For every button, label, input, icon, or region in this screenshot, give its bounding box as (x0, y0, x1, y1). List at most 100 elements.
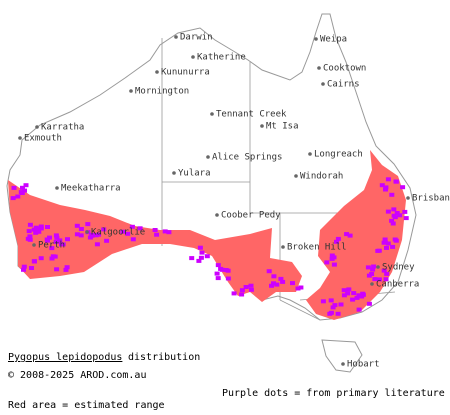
dots-layer (10, 177, 409, 316)
record-dot (391, 207, 397, 212)
record-dot (376, 248, 382, 253)
place-label: Kununurra (161, 68, 210, 78)
place-label: Weipa (320, 35, 347, 45)
record-dot (38, 256, 44, 261)
place-label: Tennant Creek (216, 110, 287, 120)
record-dot (345, 291, 351, 296)
record-dot (18, 190, 24, 195)
record-dot (371, 264, 377, 269)
record-dot (53, 239, 59, 244)
record-dot (274, 282, 280, 287)
record-dot (54, 267, 60, 272)
place-label: Yulara (178, 169, 211, 179)
record-dot (350, 297, 356, 302)
record-dot (366, 273, 372, 278)
record-dot (379, 183, 385, 188)
record-dot (383, 187, 388, 192)
record-dot (104, 238, 110, 243)
legend-dots: Purple dots = from primary literature (222, 388, 445, 399)
record-dot (36, 227, 41, 232)
record-dot (266, 269, 272, 274)
record-dot (130, 237, 136, 242)
record-dot (21, 267, 26, 272)
record-dot (31, 227, 37, 232)
record-dot (53, 233, 59, 238)
place-label: Perth (38, 241, 65, 251)
place-dot (85, 230, 89, 234)
record-dot (152, 228, 158, 232)
record-dot (218, 266, 224, 271)
record-dot (392, 215, 398, 220)
record-dot (20, 185, 25, 190)
species-name: Pygopus lepidopodus (8, 352, 122, 363)
record-dot (10, 196, 16, 201)
record-dot (49, 256, 55, 261)
record-dot (204, 254, 210, 259)
place-label: Exmouth (24, 134, 62, 144)
record-dot (329, 253, 335, 258)
record-dot (54, 235, 60, 240)
place-label: Coober Pedy (221, 211, 281, 221)
record-dot (271, 274, 277, 279)
record-dot (338, 302, 344, 307)
record-dot (376, 277, 382, 282)
record-dot (381, 268, 387, 273)
record-dot (231, 291, 237, 296)
record-dot (370, 267, 376, 272)
record-dot (365, 265, 371, 270)
place-dot (55, 186, 59, 190)
record-dot (341, 293, 347, 298)
legend-area: Red area = estimated range (8, 400, 165, 411)
record-dot (137, 226, 143, 231)
record-dot (239, 292, 245, 297)
record-dot (271, 281, 276, 286)
record-dot (389, 218, 395, 223)
record-dot (278, 276, 284, 281)
place-label: Mt Isa (266, 122, 299, 132)
place-dot (172, 171, 176, 175)
record-dot (390, 244, 396, 249)
record-dot (332, 303, 338, 308)
record-dot (334, 239, 339, 244)
caption-suffix: distribution (128, 352, 200, 363)
record-dot (45, 225, 50, 229)
record-dot (162, 229, 168, 234)
place-label: Katherine (197, 53, 246, 63)
record-dot (331, 262, 337, 267)
record-dot (215, 276, 221, 281)
place-dot (281, 245, 285, 249)
record-dot (397, 213, 403, 218)
record-dot (239, 288, 245, 293)
record-dot (101, 227, 107, 232)
record-dot (347, 233, 353, 238)
record-dot (324, 260, 330, 265)
record-dot (248, 287, 254, 292)
record-dot (93, 233, 99, 238)
record-dot (21, 264, 27, 269)
record-dot (214, 271, 220, 276)
record-dot (199, 250, 205, 255)
places-layer: Darwin Weipa Katherine Kununurra Cooktown Cai… (18, 33, 450, 370)
place-dot (206, 155, 210, 159)
record-dot (298, 285, 304, 290)
record-dot (94, 242, 100, 247)
place-dot (18, 136, 22, 140)
record-dot (57, 238, 63, 243)
record-dot (27, 222, 33, 227)
place-label: Meekatharra (61, 184, 121, 194)
record-dot (385, 209, 391, 214)
record-dot (385, 177, 391, 182)
place-label: Canberra (376, 280, 419, 290)
place-dot (321, 82, 325, 86)
record-dot (29, 266, 34, 270)
place-dot (32, 243, 36, 247)
record-dot (335, 236, 341, 241)
record-dot (25, 236, 31, 241)
record-dot (383, 185, 389, 190)
record-dot (196, 258, 202, 263)
place-dot (341, 362, 345, 366)
record-dot (290, 281, 295, 286)
record-dot (280, 279, 286, 284)
record-dot (189, 256, 195, 261)
place-label: Windorah (300, 172, 343, 182)
